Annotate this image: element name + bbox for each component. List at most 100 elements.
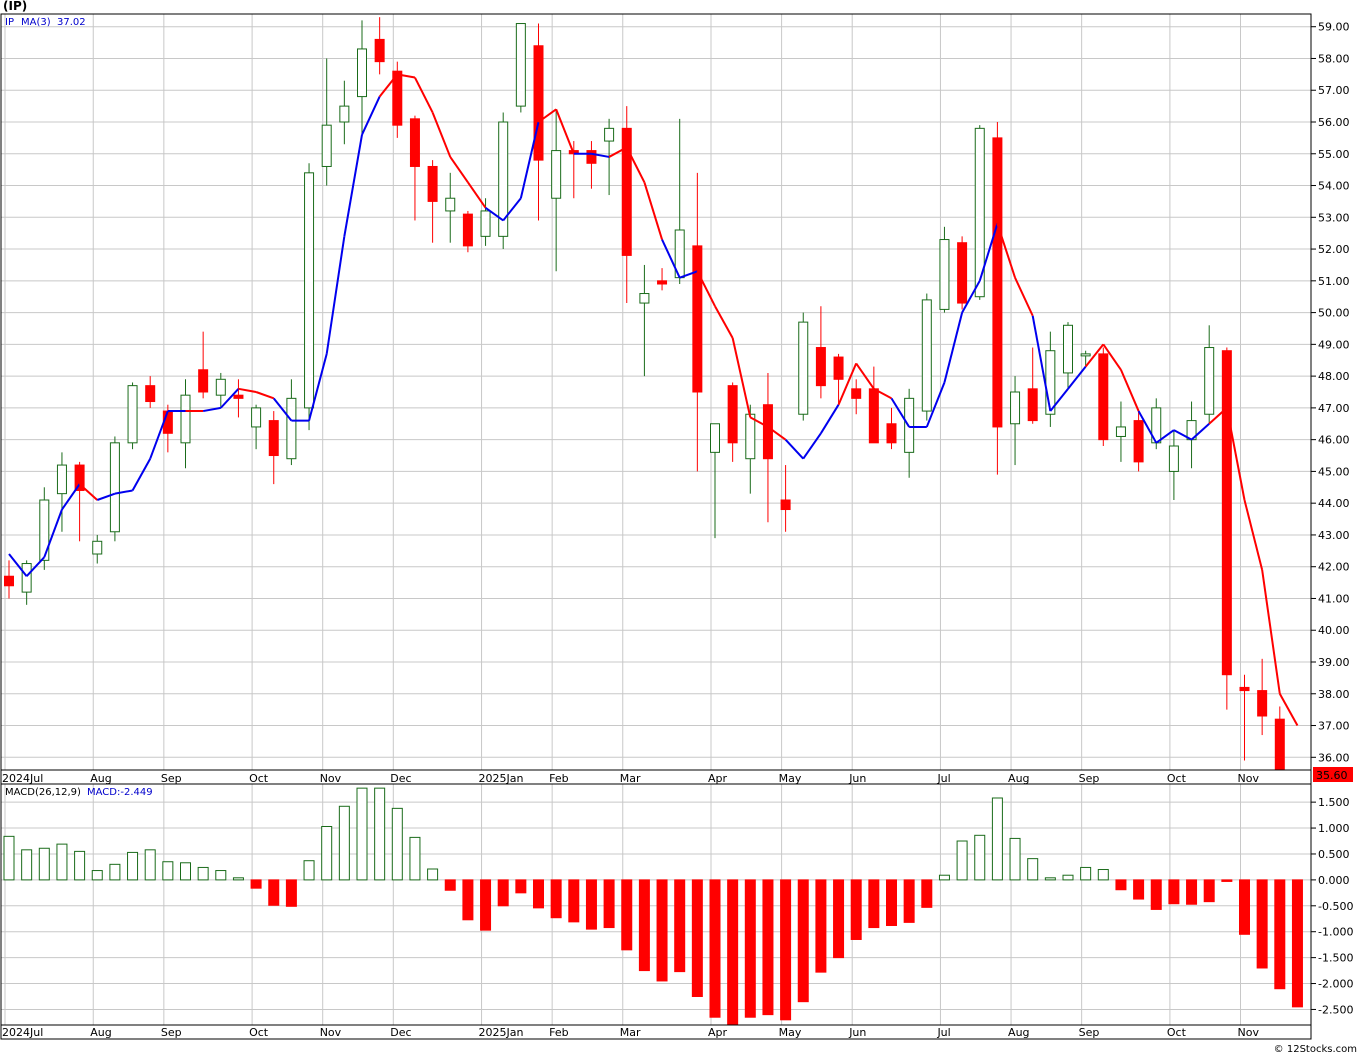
date-axis-label: Aug xyxy=(90,772,111,785)
ma-segment xyxy=(696,270,716,307)
price-tick-label: 53.00 xyxy=(1318,211,1350,224)
date-axis-label: Mar xyxy=(620,1026,641,1039)
macd-bar xyxy=(180,862,191,881)
candle-body xyxy=(480,210,491,237)
price-tick-label: 56.00 xyxy=(1318,116,1350,129)
candle xyxy=(568,141,579,199)
candle xyxy=(992,122,1003,475)
ma-segment xyxy=(1067,365,1087,390)
candle-body xyxy=(762,404,773,460)
ma-segment xyxy=(1049,388,1069,412)
macd-legend-value: MACD:-2.449 xyxy=(87,787,153,798)
candle xyxy=(92,534,103,564)
ma-segment xyxy=(873,387,892,400)
candle-body xyxy=(1204,347,1215,415)
candle xyxy=(1239,674,1250,761)
ma-segment xyxy=(643,182,664,240)
candle xyxy=(621,106,632,304)
price-tick-label: 54.00 xyxy=(1318,180,1350,193)
macd-bar xyxy=(638,879,650,972)
date-axis-label: May xyxy=(779,1026,802,1039)
candle xyxy=(1098,347,1109,446)
date-axis-label: Nov xyxy=(1238,1026,1260,1039)
legend-symbol: IP xyxy=(5,17,14,28)
candle-body xyxy=(286,397,297,460)
ma-segment xyxy=(1084,343,1105,368)
date-axis-label: Mar xyxy=(620,772,641,785)
candle-body xyxy=(533,45,544,161)
ma-segment xyxy=(1243,499,1264,571)
price-tick-label: 44.00 xyxy=(1318,497,1350,510)
candle xyxy=(904,388,915,478)
candle xyxy=(921,293,932,421)
ma-segment xyxy=(96,492,116,501)
price-tick-label: 47.00 xyxy=(1318,402,1350,415)
date-axis-label: Feb xyxy=(549,772,568,785)
candle-body xyxy=(198,369,209,393)
ma-segment xyxy=(537,108,557,123)
candle-body xyxy=(180,394,191,444)
date-axis-bottom xyxy=(0,1024,1312,1040)
candle-body xyxy=(74,464,85,491)
candle xyxy=(1045,331,1056,427)
macd-panel-frame xyxy=(0,783,1312,1026)
ma-segment xyxy=(978,223,999,282)
price-tick-label: 59.00 xyxy=(1318,21,1350,34)
candle-body xyxy=(1063,324,1073,374)
ma-segment xyxy=(343,134,363,237)
candle-body xyxy=(1257,690,1268,717)
candle xyxy=(1168,430,1179,500)
macd-bar xyxy=(356,787,368,881)
macd-bar xyxy=(886,879,897,926)
candle-body xyxy=(1274,718,1285,771)
date-axis-bottom-labels: 2024Jul Aug Sep Oct Nov Dec 2025Jan Feb Mar Apr Ma… xyxy=(2,1026,1259,1039)
macd-bar xyxy=(762,879,774,1016)
candle-body xyxy=(268,420,279,457)
candle-body xyxy=(56,464,67,495)
candle xyxy=(1204,325,1215,424)
date-axis-label: 2024Jul xyxy=(2,1026,43,1039)
macd-bar xyxy=(515,879,527,894)
macd-bar xyxy=(938,874,950,881)
date-axis-label: Aug xyxy=(1008,1026,1029,1039)
ma-segment xyxy=(131,458,152,491)
ma-segment xyxy=(1225,407,1246,501)
ma-segment xyxy=(749,416,769,428)
date-axis-label: Oct xyxy=(1167,772,1187,785)
macd-legend-label: MACD(26,12,9) xyxy=(5,787,81,798)
macd-bar xyxy=(674,879,686,973)
ma-segment xyxy=(325,236,346,355)
candle-body xyxy=(886,423,897,444)
candle-body xyxy=(1080,353,1091,357)
candle xyxy=(727,382,738,462)
ma-segment xyxy=(1278,693,1299,727)
date-axis-label: 2024Jul xyxy=(2,772,43,785)
macd-bar xyxy=(1062,874,1074,881)
macd-bar xyxy=(1256,879,1268,969)
ma-segment xyxy=(519,121,540,199)
candle xyxy=(515,23,526,113)
ma-segment xyxy=(61,483,81,511)
macd-bar xyxy=(974,834,986,881)
macd-tick-label: 1.500 xyxy=(1318,796,1350,809)
ma-segment xyxy=(238,387,257,393)
price-tick-label: 38.00 xyxy=(1318,688,1350,701)
candle-body xyxy=(1010,391,1021,425)
candle-body xyxy=(374,38,385,63)
candle xyxy=(868,366,879,444)
price-tick-label: 36.00 xyxy=(1318,751,1350,764)
candle-body xyxy=(1221,350,1232,676)
candle-body xyxy=(233,394,244,399)
ma-segment xyxy=(414,77,434,113)
date-axis-label: Oct xyxy=(249,1026,269,1039)
date-axis-label: Jun xyxy=(848,1026,866,1039)
candle-body xyxy=(957,242,968,304)
macd-grid xyxy=(1,784,1311,1025)
candle-body xyxy=(851,388,862,399)
ma-segment xyxy=(43,509,63,558)
macd-bar xyxy=(38,847,50,881)
candle xyxy=(833,353,844,405)
macd-bar xyxy=(815,879,827,973)
ma-segment xyxy=(925,382,946,428)
